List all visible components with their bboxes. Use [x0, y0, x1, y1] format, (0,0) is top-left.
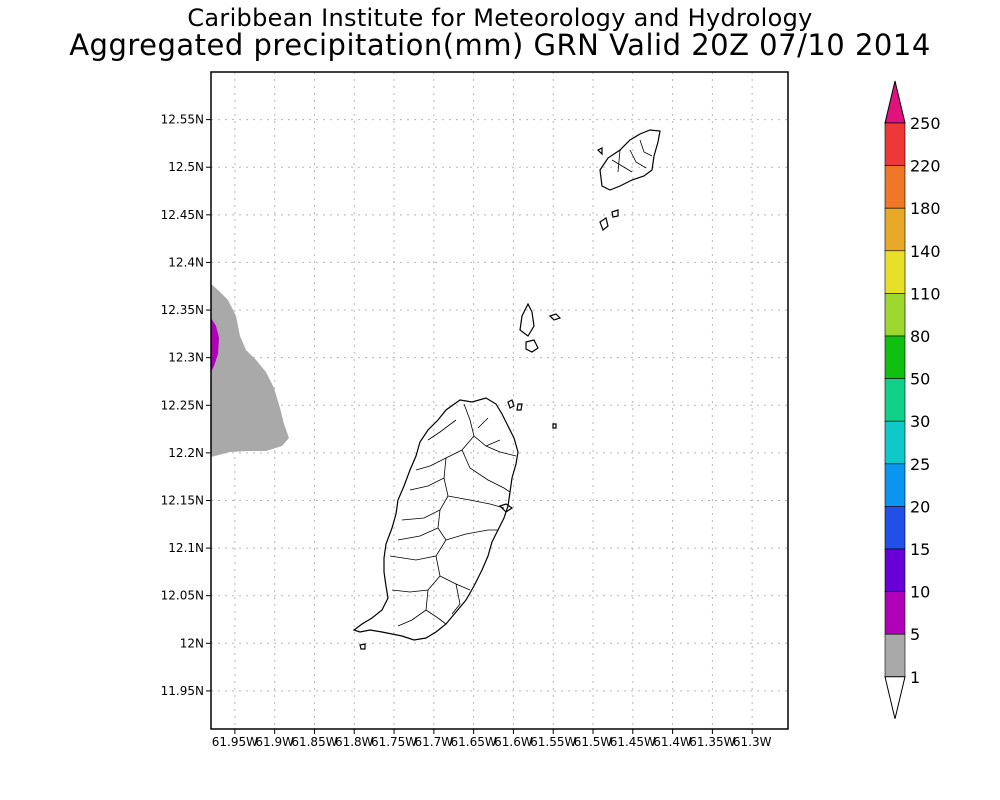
islet-6: [548, 313, 562, 321]
lat-tick-label: 12.15N: [161, 493, 204, 507]
colorbar-label: 80: [910, 327, 930, 346]
colorbar: 250 220 180 140 110 80 50 30 25 20 15 10 5 1: [884, 80, 941, 719]
colorbar-segment: [884, 207, 906, 252]
lat-tick-label: 12.25N: [161, 398, 204, 412]
colorbar-segment: [884, 591, 906, 635]
colorbar-segment: [884, 463, 906, 507]
lon-tick-label: 61.9W: [255, 735, 294, 749]
grenada-island-outline: [352, 397, 519, 641]
lat-tick-label: 12.2N: [168, 446, 204, 460]
islet-1: [599, 217, 609, 231]
lon-tick-label: 61.65W: [451, 735, 497, 749]
lon-tick-label: 61.3W: [733, 735, 772, 749]
colorbar-segment: [884, 378, 906, 422]
lat-tick-label: 11.95N: [161, 684, 204, 698]
colorbar-label: 25: [910, 455, 930, 474]
lon-tick-label: 61.85W: [291, 735, 337, 749]
lat-tick-label: 12.35N: [161, 303, 204, 317]
chart-subtitle: Aggregated precipitation(mm) GRN Valid 2…: [69, 28, 931, 62]
grenada-interior-boundaries: [389, 403, 517, 627]
colorbar-label: 180: [910, 199, 941, 218]
islet-9: [552, 423, 557, 429]
colorbar-label: 30: [910, 412, 930, 431]
islet-8: [516, 403, 523, 411]
colorbar-segment: [884, 122, 906, 166]
colorbar-label: 110: [910, 284, 941, 303]
islet-10: [498, 503, 514, 513]
islet-11: [359, 643, 366, 650]
lat-tick-label: 12.45N: [161, 208, 204, 222]
lon-tick-label: 61.95W: [212, 735, 258, 749]
lon-tick-label: 61.7W: [415, 735, 454, 749]
coastline: [352, 129, 661, 650]
precip-area-5-10mm: [211, 318, 219, 372]
lat-tick-label: 12.1N: [168, 541, 204, 555]
plot-frame: [210, 71, 789, 730]
islet-3: [596, 147, 603, 156]
lat-tick-label: 12N: [180, 636, 204, 650]
lon-tick-label: 61.35W: [689, 735, 735, 749]
colorbar-label: 5: [910, 625, 920, 644]
lat-tick-label: 12.5N: [168, 160, 204, 174]
lat-tick-label: 12.55N: [161, 113, 204, 127]
colorbar-bottom-triangle: [884, 676, 906, 719]
colorbar-segment: [884, 293, 906, 337]
lat-tick-label: 12.3N: [168, 351, 204, 365]
islet-4: [519, 302, 535, 337]
colorbar-label: 220: [910, 157, 941, 176]
colorbar-label: 1: [910, 668, 920, 687]
lon-tick-label: 61.5W: [574, 735, 613, 749]
lat-tick-label: 12.05N: [161, 589, 204, 603]
lon-tick-label: 61.6W: [494, 735, 533, 749]
lon-tick-label: 61.4W: [653, 735, 692, 749]
longitude-axis: 61.95W61.9W61.85W61.8W61.75W61.7W61.65W6…: [212, 729, 772, 749]
colorbar-segment: [884, 506, 906, 550]
lon-tick-label: 61.75W: [371, 735, 417, 749]
chart-title: Caribbean Institute for Meteorology and …: [187, 4, 813, 32]
colorbar-segment: [884, 250, 906, 294]
lat-tick-label: 12.4N: [168, 255, 204, 269]
lon-tick-label: 61.55W: [530, 735, 576, 749]
islet-2: [611, 209, 619, 218]
latitude-axis: 12.55N 12.5N 12.45N 12.4N 12.35N 12.3N 12.25N 1…: [161, 113, 211, 698]
colorbar-label: 140: [910, 242, 941, 261]
lon-tick-label: 61.45W: [610, 735, 656, 749]
colorbar-label: 10: [910, 583, 930, 602]
colorbar-segment: [884, 420, 906, 465]
carriacou-island-outline: [599, 129, 661, 191]
grid: [211, 72, 788, 729]
islet-7: [507, 399, 515, 409]
colorbar-label: 50: [910, 370, 930, 389]
precip-area-1-5mm: [211, 284, 289, 457]
colorbar-segment: [884, 335, 906, 379]
carriacou-boundaries: [611, 139, 653, 173]
colorbar-segment: [884, 165, 906, 209]
colorbar-segment: [884, 548, 906, 592]
precipitation-field: [211, 284, 289, 457]
colorbar-label: 250: [910, 114, 941, 133]
colorbar-label: 20: [910, 497, 930, 516]
colorbar-label: 15: [910, 540, 930, 559]
islet-5: [525, 339, 539, 353]
lon-tick-label: 61.8W: [335, 735, 374, 749]
colorbar-top-triangle: [884, 80, 906, 124]
colorbar-segment: [884, 633, 906, 678]
map-background: [211, 72, 788, 729]
